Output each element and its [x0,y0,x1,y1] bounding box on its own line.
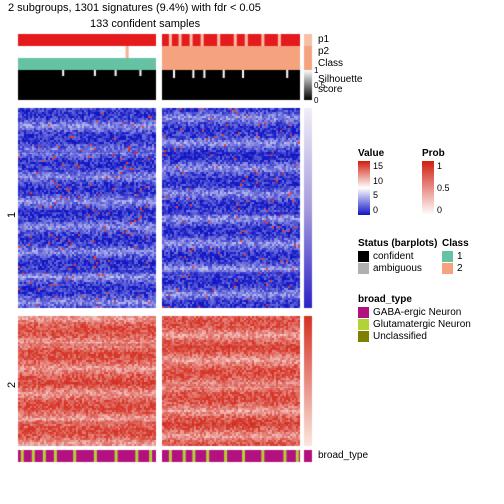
legend-prob: Prob 1 0.5 0 [422,148,450,215]
legend-item: ambiguous [358,263,437,274]
legend-item: GABA-ergic Neuron [358,307,471,318]
legend-swatch [358,307,369,318]
annotation-label: p1 [318,34,329,45]
legend-swatch [358,251,369,262]
legend-tick: 10 [373,176,383,186]
legend-swatch [442,251,453,262]
legend-swatch [442,263,453,274]
legend-swatch [358,263,369,274]
legend-swatch [358,331,369,342]
annotation-label: broad_type [318,450,368,461]
silhouette-tick: 1 [314,67,318,75]
legend-title: broad_type [358,294,471,305]
legend-item: Glutamatergic Neuron [358,319,471,330]
legend-status: Status (barplots) confidentambiguous [358,238,437,275]
legend-class: Class 12 [442,238,469,275]
legend-title: Class [442,238,469,249]
annotation-label: Class [318,58,343,69]
legend-value: Value 15 10 5 0 [358,148,384,215]
legend-item-label: confident [373,251,414,262]
legend-title: Status (barplots) [358,238,437,249]
legend-item: 1 [442,251,469,262]
legend-tick: 1 [437,161,450,171]
row-group-label-1: 1 [6,212,18,218]
legend-tick: 0.5 [437,183,450,193]
legend-swatch [358,319,369,330]
legend-broad: broad_type GABA-ergic NeuronGlutamatergic… [358,294,471,343]
legend-item-label: Unclassified [373,331,427,342]
legend-tick: 0 [373,205,383,215]
legend-tick: 15 [373,161,383,171]
legend-item: Unclassified [358,331,471,342]
silhouette-tick: 0.5 [314,82,325,90]
row-group-label-2: 2 [6,381,18,387]
legend-gradient-bar [358,161,370,215]
legend-title: Prob [422,148,450,159]
legend-gradient-bar [422,161,434,215]
legend-item-label: ambiguous [373,263,422,274]
legend-item-label: 1 [457,251,463,262]
legend-tick: 0 [437,205,450,215]
legend-item-label: 2 [457,263,463,274]
legend-item: 2 [442,263,469,274]
legend-tick: 5 [373,190,383,200]
silhouette-tick: 0 [314,97,318,105]
legend-title: Value [358,148,384,159]
legend-item-label: GABA-ergic Neuron [373,307,461,318]
legend-item: confident [358,251,437,262]
annotation-label: p2 [318,46,329,57]
legend-item-label: Glutamatergic Neuron [373,319,471,330]
